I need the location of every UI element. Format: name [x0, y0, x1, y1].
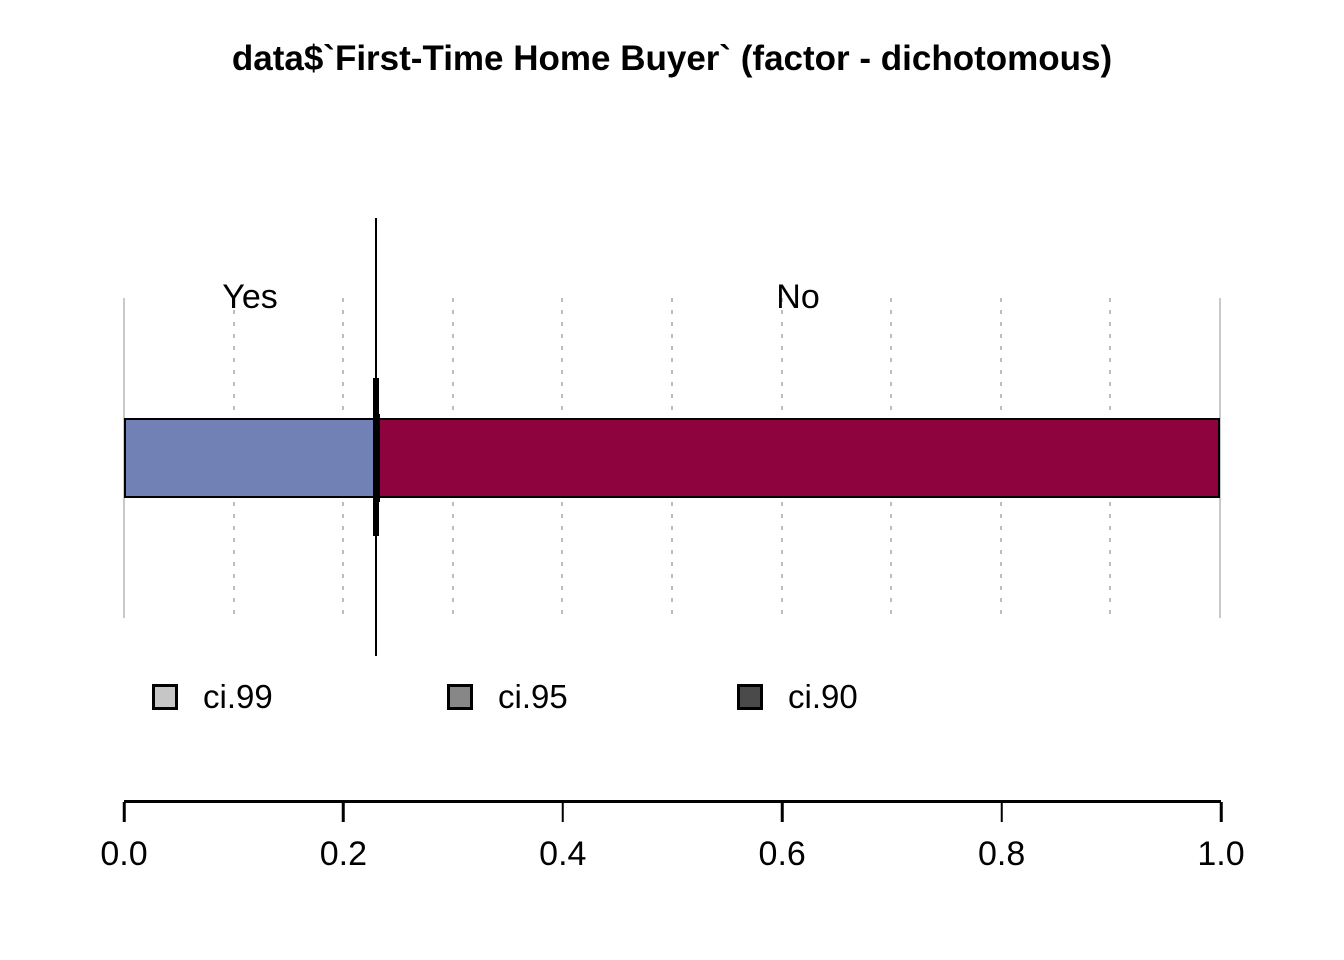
- x-axis-tick: [561, 802, 565, 822]
- x-axis-tick-label: 1.0: [1197, 835, 1245, 873]
- ci-99-label: ci.99: [203, 678, 273, 715]
- chart-title: data$`First-Time Home Buyer` (factor - d…: [231, 39, 1113, 78]
- x-axis: 0.0 0.2 0.4 0.6 0.8 1.0: [100, 800, 1245, 890]
- ci-90-swatch: [737, 684, 763, 710]
- stacked-bar: [124, 418, 1220, 498]
- category-label-no: No: [776, 278, 820, 316]
- x-axis-tick-label: 0.8: [977, 835, 1026, 873]
- x-axis-tick: [1000, 802, 1003, 822]
- ci-95-swatch: [447, 684, 473, 710]
- x-axis-tick: [342, 802, 345, 822]
- ci-95-label: ci.95: [498, 678, 568, 715]
- x-axis-line: [124, 800, 1221, 803]
- gridline: [1219, 298, 1221, 618]
- x-axis-tick: [1219, 802, 1223, 822]
- category-label-yes: Yes: [222, 278, 278, 316]
- ci-99-swatch: [152, 684, 178, 710]
- x-axis-tick-label: 0.0: [100, 835, 148, 873]
- x-axis-tick-label: 0.2: [319, 835, 368, 873]
- x-axis-tick-label: 0.6: [758, 835, 806, 873]
- x-axis-tick-label: 0.4: [539, 835, 587, 873]
- x-axis-tick: [780, 802, 784, 822]
- bar-segment-yes: [126, 420, 378, 496]
- x-axis-tick: [122, 802, 126, 822]
- ci-90-label: ci.90: [788, 678, 858, 715]
- bar-segment-no: [377, 420, 1218, 496]
